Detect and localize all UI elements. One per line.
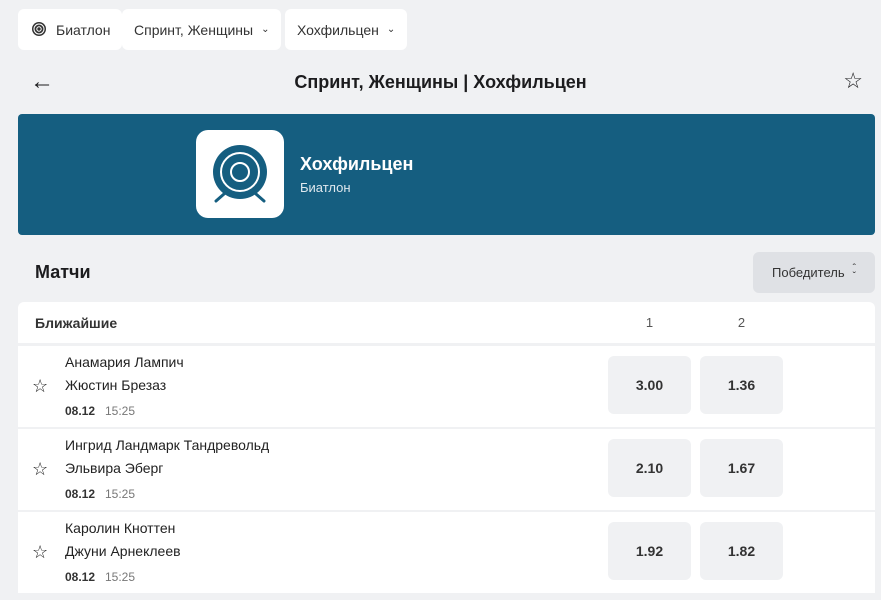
- col-2: 2: [737, 315, 746, 330]
- page-title: Спринт, Женщины | Хохфильцен: [294, 72, 587, 92]
- event-banner: Хохфильцен Биатлон: [18, 114, 875, 235]
- favorite-star-icon[interactable]: ☆: [32, 376, 49, 396]
- title-bar: ← Спринт, Женщины | Хохфильцен ☆: [0, 62, 881, 102]
- filter-tournament[interactable]: Спринт, Женщины ⌄: [122, 9, 282, 50]
- filter-venue-label: Хохфильцен: [297, 21, 379, 38]
- match-time: 15:25: [105, 487, 136, 501]
- odds-button-1[interactable]: 3.00: [608, 356, 691, 414]
- odds-button-2[interactable]: 1.67: [700, 439, 783, 497]
- player-2: Эльвира Эберг: [65, 460, 164, 476]
- match-time: 15:25: [105, 570, 136, 584]
- favorite-star-icon[interactable]: ☆: [843, 68, 863, 93]
- match-row[interactable]: ☆ Анамария Лампич Жюстин Брезаз 08.12 15…: [18, 346, 875, 427]
- col-1: 1: [645, 315, 654, 330]
- table-header: Ближайшие 1 2: [18, 302, 875, 343]
- match-date: 08.12: [65, 570, 96, 584]
- biathlon-target-logo: [196, 130, 284, 218]
- match-date: 08.12: [65, 404, 96, 418]
- odds-button-1[interactable]: 1.92: [608, 522, 691, 580]
- match-date: 08.12: [65, 487, 96, 501]
- match-row[interactable]: ☆ Ингрид Ландмарк Тандреволь­д Эльвира Э…: [18, 429, 875, 510]
- chevron-down-icon: ⌄: [261, 24, 270, 35]
- player-1: Анамария Лампич: [65, 354, 184, 370]
- back-arrow-icon[interactable]: ←: [30, 68, 54, 95]
- favorite-star-icon[interactable]: ☆: [32, 542, 49, 562]
- filter-sport[interactable]: Биатлон: [18, 9, 123, 50]
- target-icon: [32, 21, 46, 36]
- odds-button-2[interactable]: 1.82: [700, 522, 783, 580]
- event-name: Хохфильцен: [300, 154, 414, 174]
- section-title: Матчи: [35, 262, 91, 282]
- match-row[interactable]: ☆ Каролин Кноттен Джуни Арнеклеев 08.12 …: [18, 512, 875, 593]
- chevron-down-icon: ⌄: [386, 24, 396, 35]
- favorite-star-icon[interactable]: ☆: [32, 459, 49, 479]
- player-2: Жюстин Брезаз: [65, 377, 167, 393]
- filter-sport-label: Биатлон: [56, 21, 111, 38]
- market-label: Победитель: [772, 265, 845, 280]
- player-2: Джуни Арнеклеев: [65, 543, 181, 559]
- group-label: Ближайшие: [35, 315, 118, 331]
- filter-venue[interactable]: Хохфильцен ⌄: [285, 9, 408, 50]
- player-1: Каролин Кноттен: [65, 520, 176, 536]
- event-sport: Биатлон: [300, 180, 351, 195]
- filter-tournament-label: Спринт, Женщины: [134, 21, 254, 38]
- odds-button-2[interactable]: 1.36: [700, 356, 783, 414]
- market-select[interactable]: Победитель ˆ ˇ: [753, 252, 875, 293]
- match-time: 15:25: [105, 404, 136, 418]
- player-1: Ингрид Ландмарк Тандреволь­д: [65, 437, 270, 453]
- odds-button-1[interactable]: 2.10: [608, 439, 691, 497]
